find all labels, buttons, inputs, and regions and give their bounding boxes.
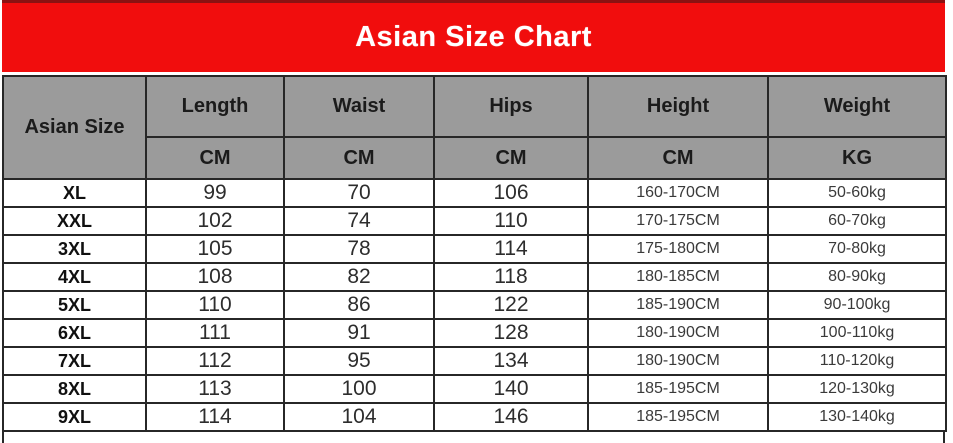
hips-cell: 134 xyxy=(433,346,589,376)
table-row: 5XL 110 86 122 185-190CM 90-100kg xyxy=(2,290,947,320)
unit-height: CM xyxy=(587,136,769,180)
height-cell: 180-185CM xyxy=(587,262,769,292)
hips-cell: 114 xyxy=(433,234,589,264)
weight-cell: 120-130kg xyxy=(767,374,947,404)
hips-cell: 122 xyxy=(433,290,589,320)
length-cell: 102 xyxy=(145,206,285,236)
weight-cell: 130-140kg xyxy=(767,402,947,432)
length-cell: 113 xyxy=(145,374,285,404)
waist-cell: 82 xyxy=(283,262,435,292)
column-header-height: Height xyxy=(587,75,769,138)
length-cell: 108 xyxy=(145,262,285,292)
length-cell: 112 xyxy=(145,346,285,376)
height-cell: 180-190CM xyxy=(587,346,769,376)
height-cell: 185-190CM xyxy=(587,290,769,320)
column-header-hips: Hips xyxy=(433,75,589,138)
size-cell: 6XL xyxy=(2,318,147,348)
table-row: XXL 102 74 110 170-175CM 60-70kg xyxy=(2,206,947,236)
unit-length: CM xyxy=(145,136,285,180)
size-cell: XL xyxy=(2,178,147,208)
table-row: 4XL 108 82 118 180-185CM 80-90kg xyxy=(2,262,947,292)
waist-cell: 100 xyxy=(283,374,435,404)
chart-title-banner: Asian Size Chart xyxy=(2,0,945,72)
weight-cell: 100-110kg xyxy=(767,318,947,348)
table-row: 9XL 114 104 146 185-195CM 130-140kg xyxy=(2,402,947,432)
weight-cell: 70-80kg xyxy=(767,234,947,264)
height-cell: 185-195CM xyxy=(587,374,769,404)
size-cell: 8XL xyxy=(2,374,147,404)
height-cell: 170-175CM xyxy=(587,206,769,236)
table-row: 7XL 112 95 134 180-190CM 110-120kg xyxy=(2,346,947,376)
length-cell: 105 xyxy=(145,234,285,264)
table-row: 8XL 113 100 140 185-195CM 120-130kg xyxy=(2,374,947,404)
column-header-length: Length xyxy=(145,75,285,138)
size-cell: 5XL xyxy=(2,290,147,320)
height-cell: 160-170CM xyxy=(587,178,769,208)
table-header: Asian Size Length Waist Hips Height Weig… xyxy=(2,75,947,180)
height-cell: 180-190CM xyxy=(587,318,769,348)
unit-hips: CM xyxy=(433,136,589,180)
height-cell: 185-195CM xyxy=(587,402,769,432)
waist-cell: 95 xyxy=(283,346,435,376)
table-row: 6XL 111 91 128 180-190CM 100-110kg xyxy=(2,318,947,348)
size-chart-table: Asian Size Length Waist Hips Height Weig… xyxy=(2,75,947,432)
waist-cell: 86 xyxy=(283,290,435,320)
hips-cell: 146 xyxy=(433,402,589,432)
waist-cell: 91 xyxy=(283,318,435,348)
unit-weight: KG xyxy=(767,136,947,180)
weight-cell: 60-70kg xyxy=(767,206,947,236)
waist-cell: 74 xyxy=(283,206,435,236)
hips-cell: 110 xyxy=(433,206,589,236)
size-cell: 7XL xyxy=(2,346,147,376)
chart-title: Asian Size Chart xyxy=(355,21,592,53)
weight-cell: 90-100kg xyxy=(767,290,947,320)
waist-cell: 104 xyxy=(283,402,435,432)
hips-cell: 106 xyxy=(433,178,589,208)
weight-cell: 50-60kg xyxy=(767,178,947,208)
waist-cell: 70 xyxy=(283,178,435,208)
size-table-body: XL 99 70 106 160-170CM 50-60kg XXL 102 74 110 170-… xyxy=(2,178,947,432)
hips-cell: 128 xyxy=(433,318,589,348)
waist-cell: 78 xyxy=(283,234,435,264)
table-row: XL 99 70 106 160-170CM 50-60kg xyxy=(2,178,947,208)
header-row-units: CM CM CM CM KG xyxy=(3,136,947,180)
header-row-labels: Asian Size Length Waist Hips Height Weig… xyxy=(2,75,947,180)
length-cell: 111 xyxy=(145,318,285,348)
weight-cell: 80-90kg xyxy=(767,262,947,292)
height-cell: 175-180CM xyxy=(587,234,769,264)
table-row: 3XL 105 78 114 175-180CM 70-80kg xyxy=(2,234,947,264)
size-cell: 3XL xyxy=(2,234,147,264)
weight-cell: 110-120kg xyxy=(767,346,947,376)
column-header-asian-size: Asian Size xyxy=(2,75,147,180)
length-cell: 110 xyxy=(145,290,285,320)
length-cell: 99 xyxy=(145,178,285,208)
hips-cell: 140 xyxy=(433,374,589,404)
unit-waist: CM xyxy=(283,136,435,180)
size-cell: XXL xyxy=(2,206,147,236)
size-cell: 4XL xyxy=(2,262,147,292)
hips-cell: 118 xyxy=(433,262,589,292)
column-header-weight: Weight xyxy=(767,75,947,138)
length-cell: 114 xyxy=(145,402,285,432)
column-header-waist: Waist xyxy=(283,75,435,138)
size-cell: 9XL xyxy=(2,402,147,432)
cutoff-row-strip xyxy=(2,432,945,443)
